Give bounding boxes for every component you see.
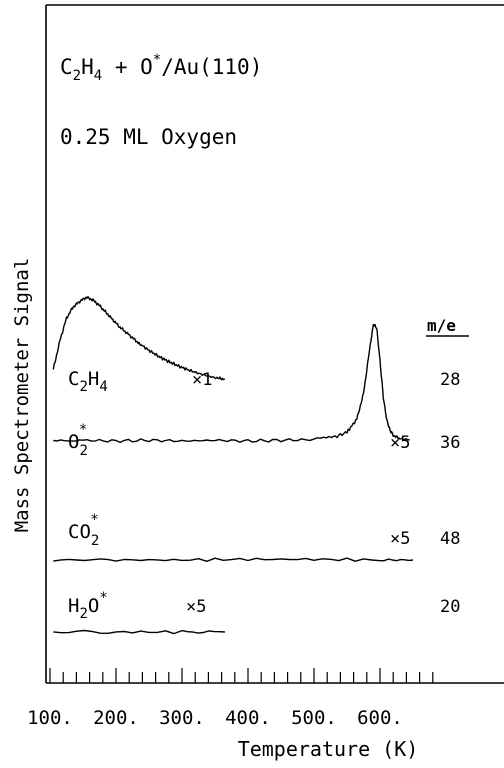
x-tick-label: 400.	[225, 707, 271, 729]
me-value-c2h4: 28	[440, 370, 460, 390]
me-value-h2o: 20	[440, 597, 460, 617]
x-tick-label: 500.	[291, 707, 337, 729]
multiplier-c2h4: ×1	[192, 370, 212, 390]
series-line-h2o	[53, 629, 225, 635]
y-axis-label: Mass Spectrometer Signal	[11, 258, 33, 533]
multiplier-co2: ×5	[390, 529, 410, 549]
chart-subtitle: 0.25 ML Oxygen	[60, 125, 237, 149]
series-label-co2: CO2*	[68, 512, 99, 549]
x-tick-label: 200.	[93, 707, 139, 729]
x-tick-label: 600.	[357, 707, 403, 729]
multiplier-o2: ×5	[390, 433, 410, 453]
me-value-co2: 48	[440, 529, 460, 549]
me-header: m/e	[427, 316, 456, 335]
me-value-o2: 36	[440, 433, 460, 453]
x-tick-label: 300.	[159, 707, 205, 729]
series-line-o2	[53, 323, 410, 444]
x-ticks	[49, 668, 434, 683]
series-line-c2h4	[52, 296, 226, 381]
multiplier-h2o: ×5	[186, 597, 206, 617]
x-tick-label: 100.	[27, 707, 73, 729]
x-tick-labels: 100. 200. 300. 400. 500. 600.	[27, 707, 403, 729]
svg-text:C2H4 + O*/Au(110): C2H4 + O*/Au(110)	[60, 52, 262, 84]
x-axis-label: Temperature (K)	[238, 737, 419, 761]
series-label-h2o: H2O*	[68, 590, 108, 622]
series-label-c2h4: C2H4	[68, 368, 108, 395]
series-lines	[52, 296, 414, 635]
chart-title: C2H4 + O*/Au(110)	[60, 52, 262, 84]
series-line-co2	[53, 557, 414, 562]
series-label-o2: O2*	[68, 422, 88, 459]
